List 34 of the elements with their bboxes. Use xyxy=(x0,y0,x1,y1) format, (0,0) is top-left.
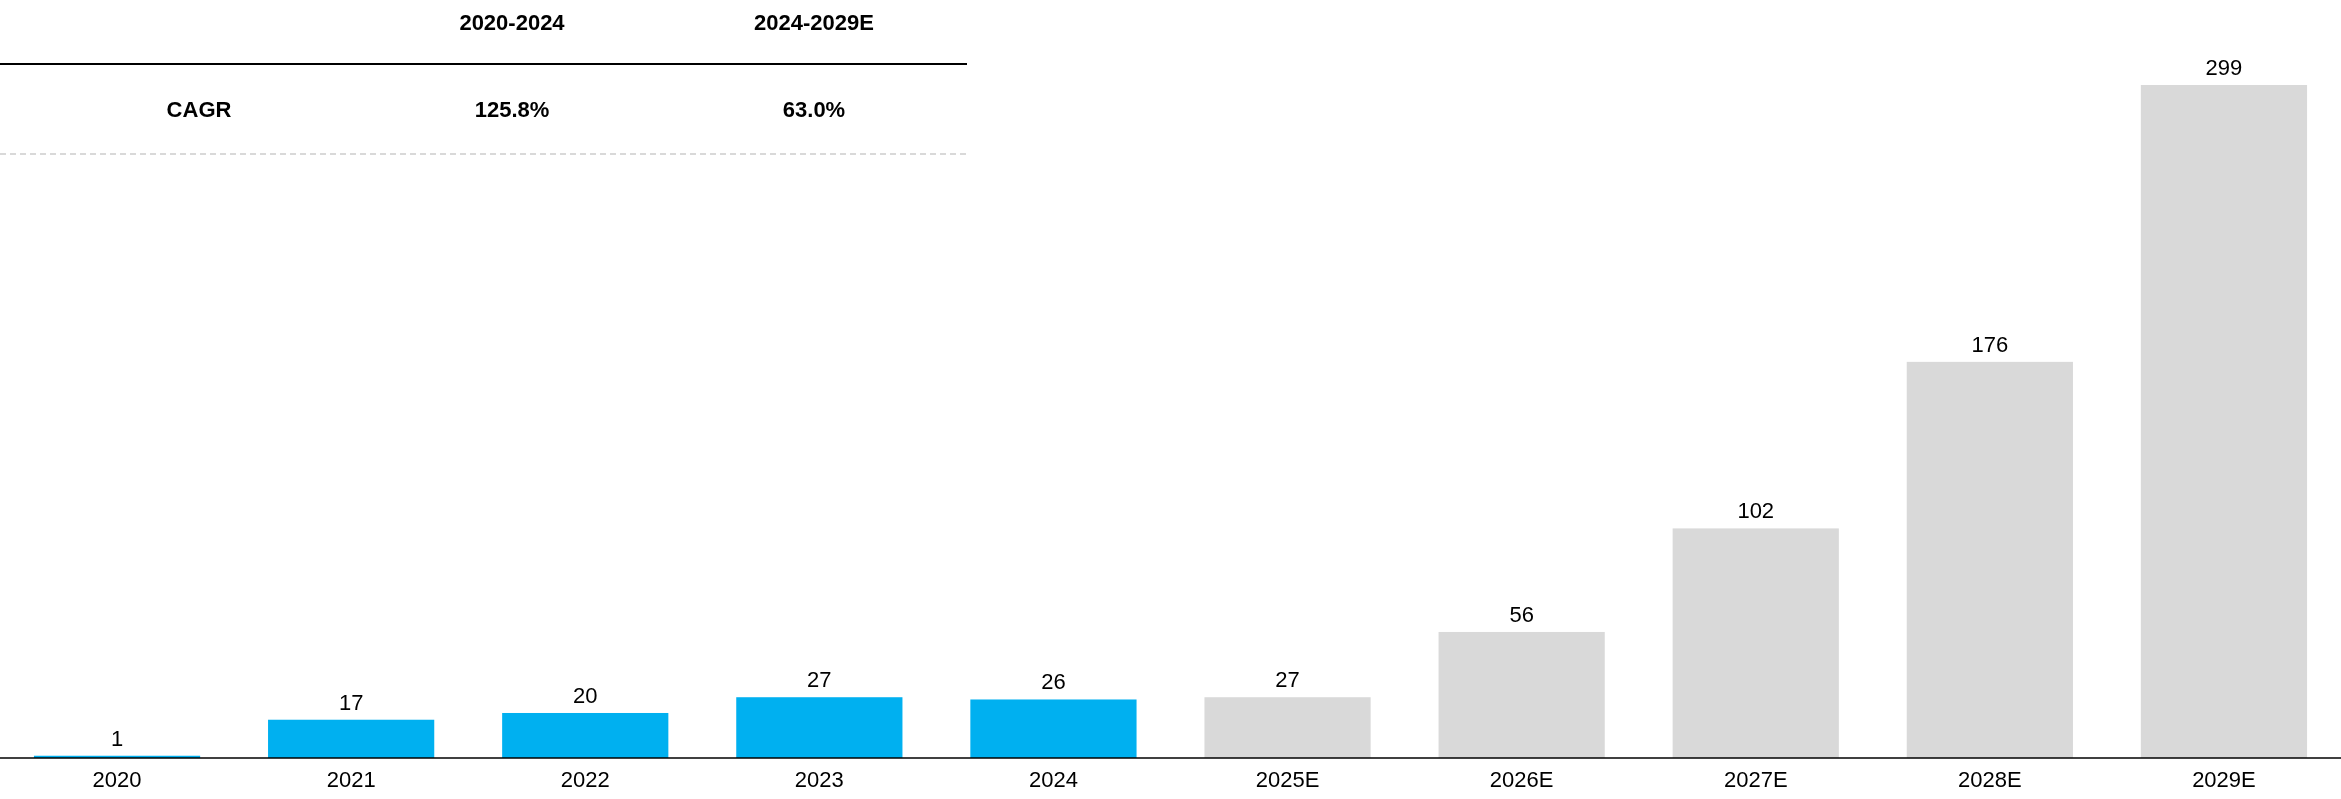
data-label: 56 xyxy=(1509,601,1534,627)
text: 2020-2024 xyxy=(459,10,566,35)
data-label: 26 xyxy=(1041,669,1066,695)
x-tick-label: 2026E xyxy=(1489,767,1554,792)
bar xyxy=(1906,361,2073,758)
x-tick-label: 2029E xyxy=(2192,767,2256,792)
x-tick-label: 2027E xyxy=(1723,767,1788,792)
bar xyxy=(268,719,435,758)
data-label: 176 xyxy=(1971,331,2009,357)
text: 2024-2029E xyxy=(754,10,874,35)
bar xyxy=(1204,697,1371,758)
x-tick-label: 2020 xyxy=(92,767,142,792)
data-label: 17 xyxy=(338,689,364,715)
x-tick-label: 2025E xyxy=(1255,767,1320,792)
data-label: 1 xyxy=(110,725,124,751)
x-tick-label: 2023 xyxy=(794,767,844,792)
annotation: 125.8% xyxy=(474,97,550,122)
data-label: 299 xyxy=(2205,55,2243,80)
data-label: 27 xyxy=(807,667,832,693)
bar xyxy=(2140,85,2308,758)
annotation: CAGR xyxy=(166,97,232,122)
bar xyxy=(1672,528,1839,758)
x-tick-label: 2028E xyxy=(1958,767,2022,792)
bar xyxy=(970,699,1137,758)
x-tick-label: 2024 xyxy=(1028,767,1078,792)
bar xyxy=(502,712,669,758)
annotation: 63.0% xyxy=(782,97,846,122)
x-tick-label: 2022 xyxy=(560,767,610,792)
x-tick-label: 2021 xyxy=(326,767,376,792)
data-label: 27 xyxy=(1275,667,1300,693)
bar xyxy=(736,697,903,758)
data-label: 20 xyxy=(573,682,598,708)
bar xyxy=(1438,631,1605,758)
data-label: 102 xyxy=(1737,498,1775,524)
